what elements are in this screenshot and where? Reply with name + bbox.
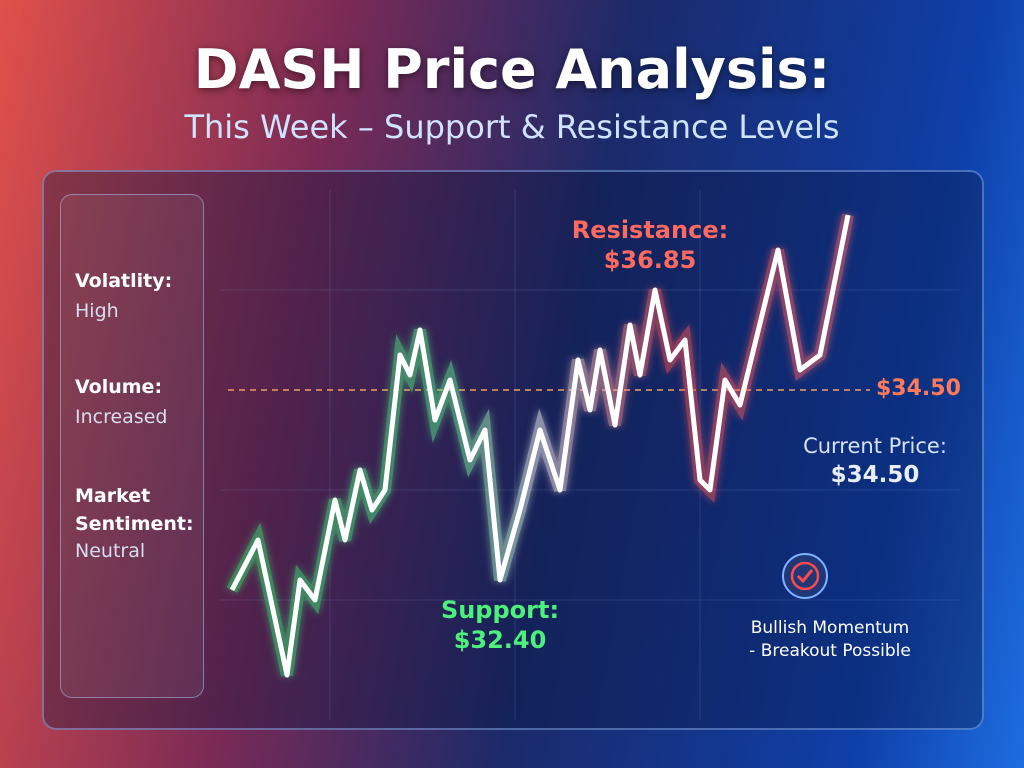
stat-label: Market Sentiment:	[75, 485, 194, 535]
subtitle: This Week – Support & Resistance Levels	[184, 108, 840, 146]
stat-value: Neutral	[75, 540, 146, 562]
sidebar	[60, 194, 204, 698]
current-price-value: $34.50	[830, 462, 920, 488]
momentum-line: Bullish Momentum	[750, 618, 910, 638]
resistance-label: Resistance:	[571, 216, 729, 244]
price-line	[229, 214, 851, 678]
stat-value: High	[75, 300, 119, 322]
stat-label: Volume:	[75, 376, 163, 398]
resistance-value: $36.85	[603, 246, 697, 274]
current-price-label: Current Price:	[803, 434, 947, 458]
level-label: $34.50	[876, 376, 961, 401]
momentum-line: - Breakout Possible	[749, 641, 911, 661]
check-icon-ring	[790, 561, 820, 591]
stat-value: Increased	[75, 406, 168, 428]
support-value: $32.40	[453, 626, 547, 654]
check-icon	[782, 553, 828, 599]
check-mark	[796, 569, 814, 584]
chart-frame	[42, 170, 984, 730]
support-label: Support:	[440, 596, 560, 624]
title: DASH Price Analysis:	[193, 38, 831, 101]
stat-label: Volatlity:	[75, 270, 173, 292]
